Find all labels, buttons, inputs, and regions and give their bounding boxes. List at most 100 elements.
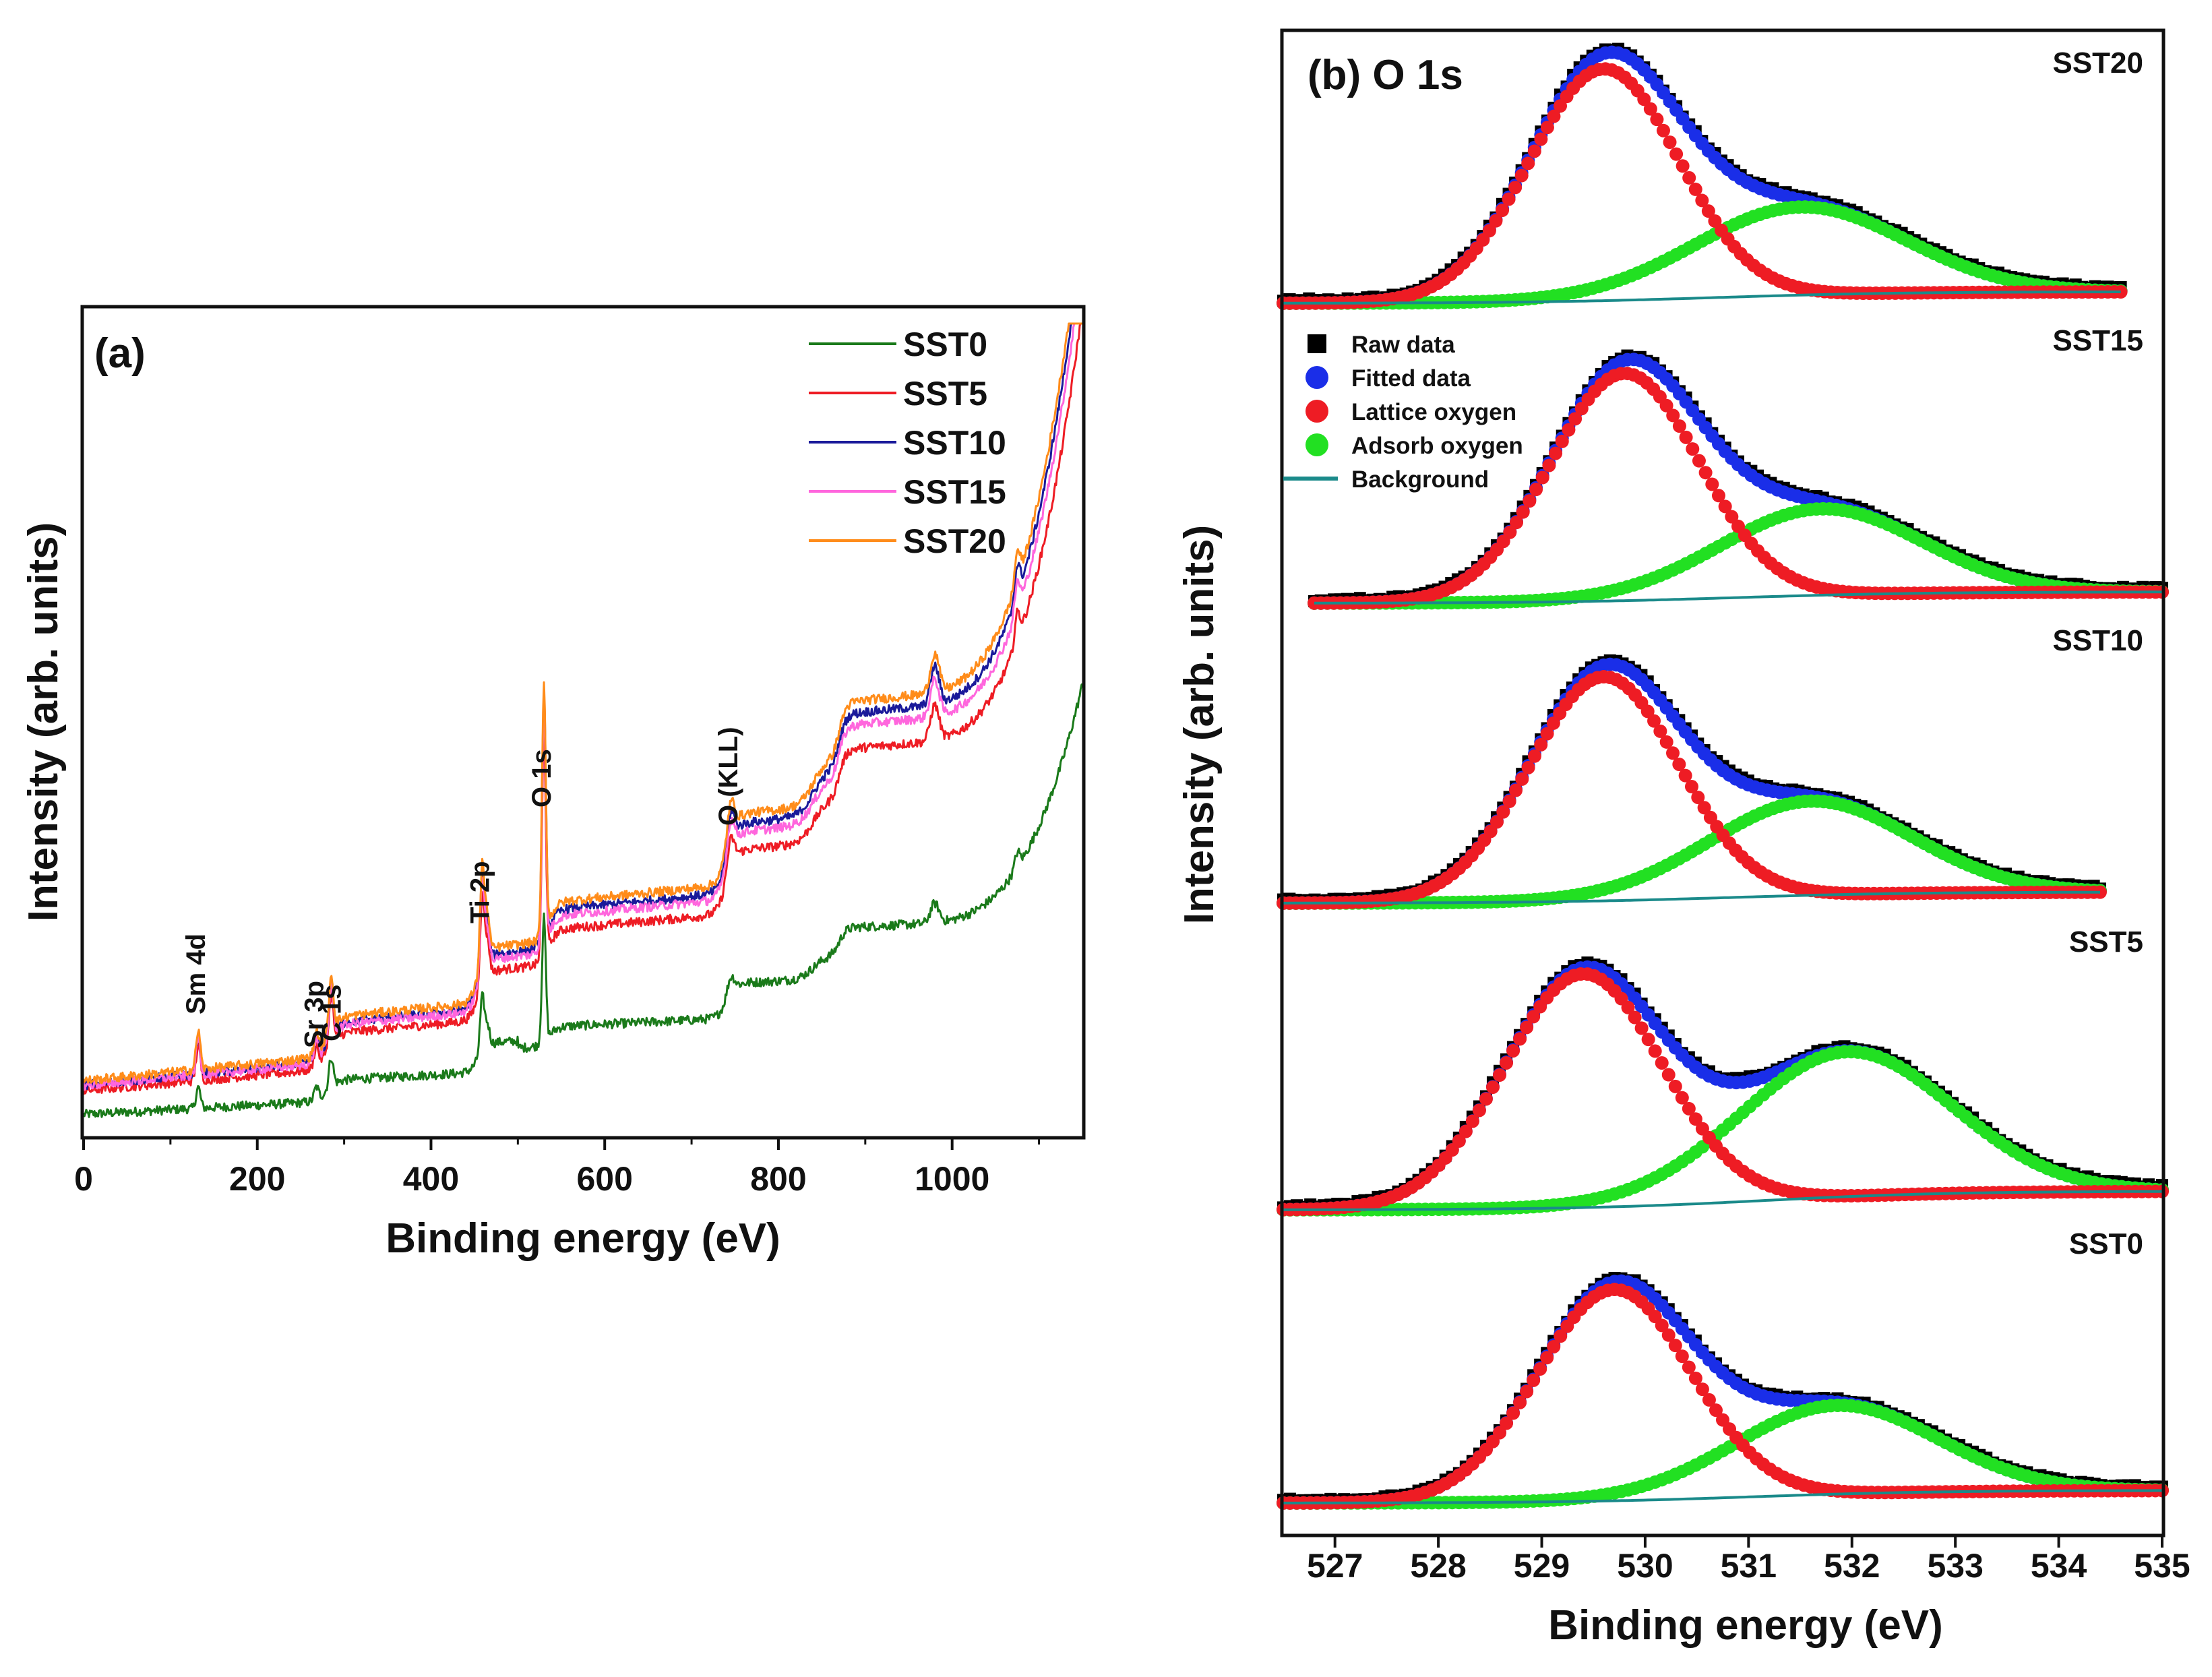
lattice-oxygen-point — [1465, 1114, 1479, 1128]
lattice-oxygen-point — [1500, 1056, 1514, 1070]
lattice-oxygen-point — [1546, 716, 1560, 730]
lattice-oxygen-point — [1542, 458, 1556, 472]
lattice-oxygen-point — [1688, 1112, 1702, 1126]
lattice-oxygen-point — [1666, 746, 1680, 760]
lattice-oxygen-point — [1695, 1382, 1709, 1397]
lattice-oxygen-point — [1659, 398, 1673, 413]
panel-a: 0 200 400 600 800 1000 (a) Binding energy (eV… — [20, 305, 1086, 1262]
background-line — [1314, 590, 2162, 605]
panel-b-spectrum-SST20 — [1277, 42, 2128, 310]
lattice-oxygen-point — [1513, 1032, 1527, 1046]
panel-a-x-tick-label: 800 — [750, 1160, 806, 1198]
lattice-oxygen-point — [1506, 1043, 1520, 1058]
panel-b-legend-swatch-circle — [1305, 366, 1328, 389]
lattice-oxygen-point — [1515, 772, 1529, 786]
panel-a-x-tick-label: 400 — [403, 1160, 459, 1198]
lattice-oxygen-point — [1668, 1339, 1682, 1353]
lattice-oxygen-point — [1675, 1091, 1689, 1105]
lattice-oxygen-point — [1672, 419, 1686, 433]
panel-b-spectrum-SST15 — [1308, 349, 2169, 610]
lattice-oxygen-point — [1688, 1371, 1702, 1385]
lattice-oxygen-point — [1705, 477, 1719, 491]
panel-a-x-tick-label: 200 — [229, 1160, 285, 1198]
lattice-oxygen-point — [1650, 113, 1664, 127]
lattice-oxygen-point — [1688, 182, 1702, 196]
lattice-oxygen-point — [1521, 760, 1535, 774]
lattice-oxygen-point — [1679, 430, 1693, 444]
lattice-oxygen-point — [1643, 102, 1657, 116]
panel-b-x-tick-label: 529 — [1514, 1547, 1570, 1585]
panel-b-x-tick-label: 528 — [1410, 1547, 1466, 1585]
lattice-oxygen-point — [1555, 434, 1569, 448]
panel-b-spectrum-SST5 — [1277, 956, 2169, 1217]
panel-b-frame — [1280, 28, 2165, 1537]
lattice-oxygen-point — [1663, 135, 1677, 149]
lattice-oxygen-point — [1661, 1328, 1676, 1342]
lattice-oxygen-point — [1489, 815, 1504, 829]
lattice-oxygen-point — [1562, 423, 1576, 437]
lattice-oxygen-point — [1682, 1101, 1696, 1116]
lattice-oxygen-point — [1527, 144, 1541, 158]
lattice-oxygen-point — [1637, 92, 1651, 106]
lattice-oxygen-point — [1698, 466, 1713, 480]
panel-a-legend-label: SST0 — [903, 326, 987, 363]
lattice-oxygen-point — [1521, 156, 1535, 171]
lattice-oxygen-point — [1520, 1384, 1534, 1399]
lattice-oxygen-point — [1640, 704, 1655, 719]
panel-b-legend-swatch-raw — [1308, 334, 1326, 353]
panel-b-sample-label: SST20 — [2052, 47, 2143, 80]
lattice-oxygen-point — [1529, 483, 1543, 497]
panel-b-legend-label: Raw data — [1351, 332, 1455, 358]
lattice-oxygen-point — [1686, 442, 1700, 456]
panel-a-x-ticks: 0 200 400 600 800 1000 — [74, 1138, 1041, 1198]
lattice-oxygen-point — [1666, 408, 1680, 423]
lattice-oxygen-point — [1516, 505, 1530, 519]
panel-b-x-axis-title: Binding energy (eV) — [1548, 1602, 1943, 1649]
panel-a-x-axis-title: Binding energy (eV) — [386, 1215, 780, 1262]
lattice-oxygen-point — [1527, 1373, 1541, 1387]
panel-b-legend-label: Fitted data — [1351, 365, 1471, 392]
lattice-oxygen-point — [1682, 1360, 1696, 1374]
panel-b-legend-swatch-circle — [1305, 400, 1328, 423]
panel-a-x-tick-label: 1000 — [915, 1160, 989, 1198]
panel-a-x-tick-label: 600 — [576, 1160, 632, 1198]
lattice-oxygen-point — [1675, 1349, 1689, 1364]
panel-b-y-axis-title: Intensity (arb. units) — [1176, 525, 1223, 924]
panel-b-x-tick-label: 527 — [1307, 1547, 1363, 1585]
lattice-oxygen-point — [1508, 181, 1523, 195]
lattice-oxygen-point — [1718, 499, 1732, 514]
background-line — [1283, 291, 2121, 305]
lattice-oxygen-point — [1489, 214, 1503, 228]
lattice-oxygen-point — [1692, 454, 1706, 468]
panel-b-sample-labels: SST20 SST15 SST10 SST5 SST0 — [2052, 47, 2143, 1260]
lattice-oxygen-point — [1691, 790, 1705, 804]
panel-a-peak-label: Ti 2p — [466, 861, 495, 923]
background-line — [1283, 1190, 2163, 1211]
panel-b-legend-swatch-circle — [1305, 433, 1328, 456]
panel-b-legend-label: Adsorb oxygen — [1351, 433, 1523, 459]
panel-b-spectrum-SST10 — [1277, 654, 2107, 910]
lattice-oxygen-point — [1628, 1010, 1642, 1025]
lattice-oxygen-point — [1678, 768, 1692, 783]
panel-a-x-tick-label: 0 — [74, 1160, 93, 1198]
lattice-oxygen-point — [1495, 203, 1509, 217]
lattice-oxygen-point — [1702, 1393, 1716, 1407]
lattice-oxygen-point — [1500, 1416, 1514, 1430]
panel-a-series — [82, 322, 1084, 1118]
lattice-oxygen-point — [1697, 801, 1711, 815]
lattice-oxygen-point — [1549, 446, 1563, 460]
lattice-oxygen-point — [1655, 1318, 1669, 1333]
lattice-oxygen-point — [1506, 1406, 1520, 1420]
panel-a-legend: SST0 SST5 SST10 SST15 SST20 — [809, 326, 1006, 560]
panel-a-peak-label: C 1s — [317, 985, 346, 1042]
lattice-oxygen-point — [1701, 204, 1715, 218]
panel-b: 527 528 529 530 531 532 533 534 535 (b) O 1s Bin… — [1176, 28, 2190, 1649]
panel-b-x-tick-label: 534 — [2031, 1547, 2087, 1585]
panel-b-x-ticks: 527 528 529 530 531 532 533 534 535 — [1307, 1535, 2190, 1585]
lattice-oxygen-point — [1485, 1080, 1500, 1094]
lattice-oxygen-point — [1568, 412, 1583, 426]
lattice-oxygen-point — [1676, 159, 1690, 173]
lattice-oxygen-point — [1502, 192, 1516, 206]
lattice-oxygen-point — [1659, 735, 1673, 749]
panel-a-peak-label: O (KLL) — [714, 727, 743, 826]
